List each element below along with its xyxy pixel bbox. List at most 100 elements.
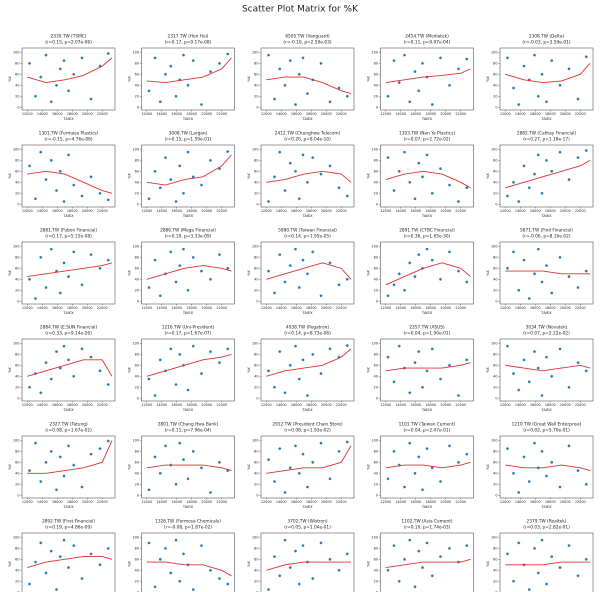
x-axis-label: TAIEX: [421, 505, 433, 509]
point: [54, 189, 58, 193]
y-tick-label: 40: [135, 180, 139, 184]
x-tick-label: 18000: [186, 403, 197, 407]
y-tick-label: 60: [493, 363, 497, 367]
point: [397, 169, 401, 173]
y-tick-label: 80: [374, 449, 378, 453]
x-tick-label: 14000: [515, 403, 526, 407]
y-tick-label: 100: [491, 535, 497, 539]
y-tick-label: 80: [493, 449, 497, 453]
point: [106, 198, 110, 202]
point: [49, 158, 53, 162]
panel-subtitle: (r=0.15, p=1.59e-01): [165, 137, 212, 143]
panel-subtitle: (r=0.20, p=8.04e-10): [284, 137, 331, 143]
panel-subtitle: (r=0.27, p=1.18e-17): [523, 137, 570, 143]
point: [186, 150, 190, 154]
point: [44, 571, 48, 575]
y-tick-label: 100: [372, 438, 378, 442]
y-tick-label: 60: [15, 266, 19, 270]
point: [191, 59, 195, 63]
y-tick-label: 100: [372, 341, 378, 345]
point: [147, 89, 151, 93]
x-axis-label: TAIEX: [540, 311, 552, 315]
x-tick-label: 12000: [261, 306, 272, 310]
point: [72, 544, 76, 548]
point: [106, 383, 110, 387]
point: [58, 169, 62, 173]
panel: 2327.TW (Tatung)(r=0.08, p=1.67e-02) 1200…: [8, 422, 116, 509]
y-tick-label: 80: [254, 546, 258, 550]
y-tick-label: 60: [374, 266, 378, 270]
x-tick-label: 18000: [186, 500, 197, 504]
point: [44, 460, 48, 464]
point: [306, 180, 310, 184]
y-tick-label: 0: [17, 202, 19, 206]
x-tick-label: 20000: [201, 209, 212, 213]
point: [209, 350, 213, 354]
point: [403, 150, 407, 154]
point: [62, 200, 66, 204]
point: [200, 103, 204, 107]
point: [182, 191, 186, 195]
plot-frame: [499, 241, 594, 305]
y-tick-label: 40: [254, 471, 258, 475]
x-axis-label: TAIEX: [182, 311, 194, 315]
panel-title: 2886.TW (Mega Financial): [160, 228, 216, 234]
y-tick-label: 20: [374, 94, 378, 98]
x-tick-label: 12000: [380, 306, 391, 310]
y-tick-label: 0: [17, 396, 19, 400]
x-tick-label: 18000: [67, 112, 78, 116]
y-tick-label: 80: [135, 158, 139, 162]
y-tick-label: 100: [372, 244, 378, 248]
point: [273, 385, 277, 389]
trend-line: [385, 362, 471, 372]
point: [89, 552, 93, 556]
point: [536, 247, 540, 251]
y-tick-label: 20: [254, 288, 258, 292]
x-tick-label: 22000: [336, 500, 347, 504]
y-axis-label: %K: [8, 463, 12, 469]
point: [294, 444, 298, 448]
x-tick-label: 22000: [97, 112, 108, 116]
x-axis-label: TAIEX: [182, 408, 194, 412]
y-axis-label: %K: [486, 269, 490, 275]
point: [28, 164, 32, 168]
y-tick-label: 40: [493, 83, 497, 87]
y-tick-label: 80: [493, 255, 497, 259]
point: [301, 452, 305, 456]
point: [174, 94, 178, 98]
point: [319, 172, 323, 176]
point: [226, 52, 230, 56]
y-axis-label: %K: [486, 463, 490, 469]
y-tick-label: 0: [17, 105, 19, 109]
panel-subtitle: (r=0.04, p=1.90e-01): [404, 331, 451, 337]
x-tick-label: 22000: [455, 500, 466, 504]
y-tick-label: 20: [15, 482, 19, 486]
trend-line: [266, 262, 352, 280]
y-tick-label: 60: [374, 169, 378, 173]
y-tick-label: 60: [254, 72, 258, 76]
point: [337, 449, 341, 453]
point: [62, 538, 66, 542]
point: [44, 53, 48, 57]
panel-title: 2308.TW (Delta): [529, 34, 565, 40]
point: [288, 59, 292, 63]
x-tick-label: 16000: [171, 403, 182, 407]
x-tick-label: 16000: [410, 500, 421, 504]
y-tick-label: 60: [374, 557, 378, 561]
point: [319, 372, 323, 376]
x-tick-label: 18000: [306, 209, 317, 213]
x-axis-label: TAIEX: [540, 214, 552, 218]
y-tick-label: 40: [254, 83, 258, 87]
point: [153, 258, 157, 262]
point: [294, 549, 298, 553]
panel: 3008.TW (Largan)(r=0.15, p=1.59e-01) 1200…: [128, 131, 235, 218]
x-tick-label: 22000: [216, 403, 227, 407]
point: [158, 557, 162, 561]
x-axis-label: TAIEX: [421, 214, 433, 218]
plot-frame: [260, 241, 355, 305]
y-tick-label: 100: [252, 438, 258, 442]
x-tick-label: 16000: [52, 112, 63, 116]
point: [397, 579, 401, 583]
x-tick-label: 12000: [22, 403, 33, 407]
panel-title: 1102.TW (Asia Cement): [401, 519, 452, 525]
